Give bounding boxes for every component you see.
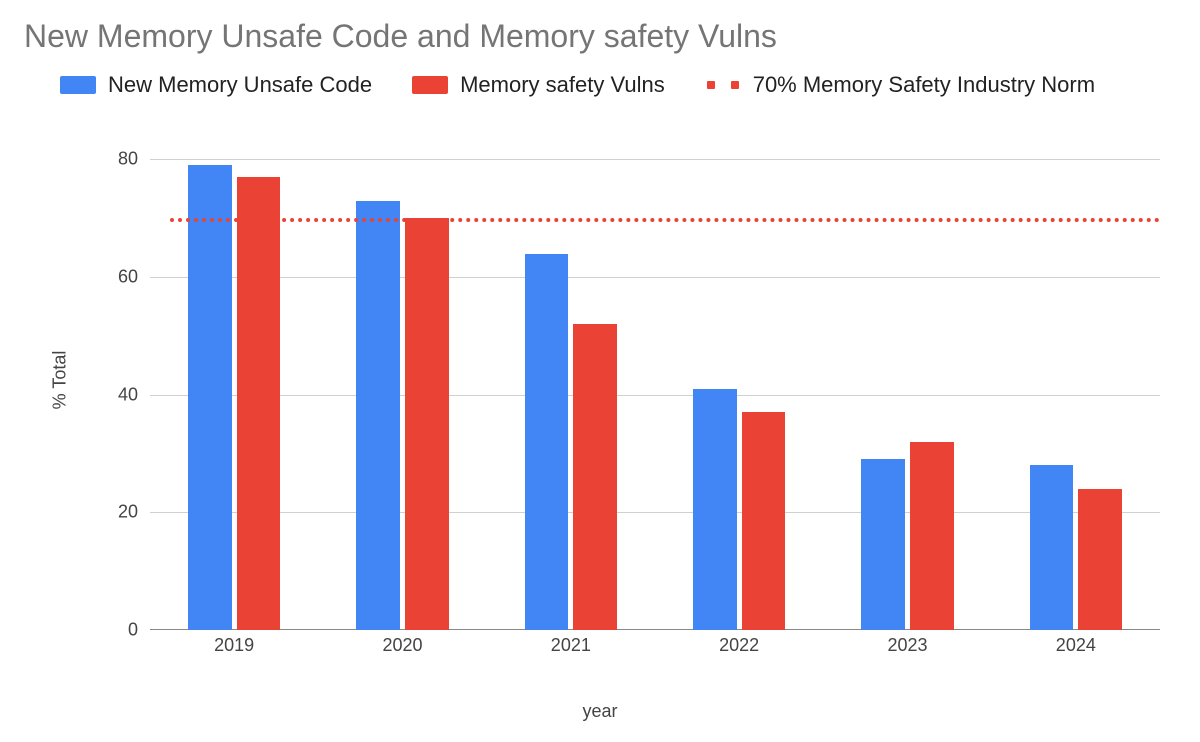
bar: [910, 442, 954, 630]
bar: [525, 254, 569, 630]
legend-swatch-series1: [60, 76, 96, 94]
x-axis-label: year: [0, 701, 1200, 722]
y-axis-label: % Total: [50, 351, 71, 410]
baseline: [150, 629, 1160, 630]
bar: [861, 459, 905, 630]
bar: [237, 177, 281, 630]
y-tick-label: 80: [118, 149, 150, 170]
bar: [188, 165, 232, 630]
legend-label-ref: 70% Memory Safety Industry Norm: [753, 72, 1095, 98]
x-tick-label: 2023: [887, 635, 927, 656]
legend-label-series1: New Memory Unsafe Code: [108, 72, 372, 98]
y-tick-label: 20: [118, 502, 150, 523]
x-tick-label: 2024: [1056, 635, 1096, 656]
gridline: [150, 395, 1160, 396]
bar: [1078, 489, 1122, 630]
legend: New Memory Unsafe Code Memory safety Vul…: [60, 72, 1095, 98]
bar: [405, 218, 449, 630]
x-ticks: 2019 2020 2021 2022 2023 2024: [150, 635, 1160, 665]
legend-item-series2: Memory safety Vulns: [412, 72, 665, 98]
bar: [573, 324, 617, 630]
y-tick-label: 0: [128, 620, 150, 641]
bar: [693, 389, 737, 630]
x-tick-label: 2020: [382, 635, 422, 656]
gridline: [150, 159, 1160, 160]
chart-title: New Memory Unsafe Code and Memory safety…: [24, 18, 777, 55]
legend-item-ref: 70% Memory Safety Industry Norm: [705, 72, 1095, 98]
gridline: [150, 512, 1160, 513]
x-tick-label: 2022: [719, 635, 759, 656]
reference-line: [170, 218, 1160, 222]
bar: [1030, 465, 1074, 630]
legend-item-series1: New Memory Unsafe Code: [60, 72, 372, 98]
x-tick-label: 2019: [214, 635, 254, 656]
bar: [356, 201, 400, 630]
gridline: [150, 277, 1160, 278]
legend-swatch-ref: [705, 76, 741, 94]
bar: [742, 412, 786, 630]
legend-swatch-series2: [412, 76, 448, 94]
y-tick-label: 40: [118, 384, 150, 405]
legend-label-series2: Memory safety Vulns: [460, 72, 665, 98]
y-tick-label: 60: [118, 267, 150, 288]
x-tick-label: 2021: [551, 635, 591, 656]
plot-area: 020406080: [150, 130, 1160, 630]
